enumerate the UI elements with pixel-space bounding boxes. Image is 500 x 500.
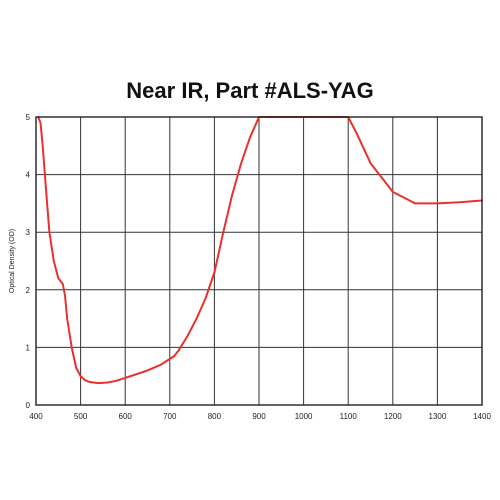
x-tick-label: 1200 [384,412,402,421]
series-layer [37,116,483,385]
series-line [37,116,483,385]
x-tick-label: 600 [119,412,133,421]
chart-title: Near IR, Part #ALS-YAG [126,78,374,103]
x-tick-label: 700 [163,412,177,421]
axis-layer [35,116,483,406]
y-tick-label: 2 [26,286,31,295]
y-tick-label: 4 [26,171,31,180]
y-tick-label: 0 [26,401,31,410]
x-tick-label: 900 [252,412,266,421]
x-tick-label: 1400 [473,412,491,421]
grid-layer [36,117,482,405]
plot-frame [35,116,483,406]
y-tick-label: 3 [26,228,31,237]
label-layer: 400 500 600 700 800 900 1000 1100 1200 1300 1400 0 1… [9,113,491,421]
x-tick-label: 800 [208,412,222,421]
x-tick-label: 1100 [340,412,358,421]
x-tick-label: 1000 [295,412,313,421]
y-axis-label: Optical Density (OD) [9,229,16,293]
x-tick-label: 1300 [429,412,447,421]
y-tick-label: 1 [26,343,31,352]
y-tick-label: 5 [26,113,31,122]
x-tick-label: 500 [74,412,88,421]
x-tick-label: 400 [29,412,43,421]
